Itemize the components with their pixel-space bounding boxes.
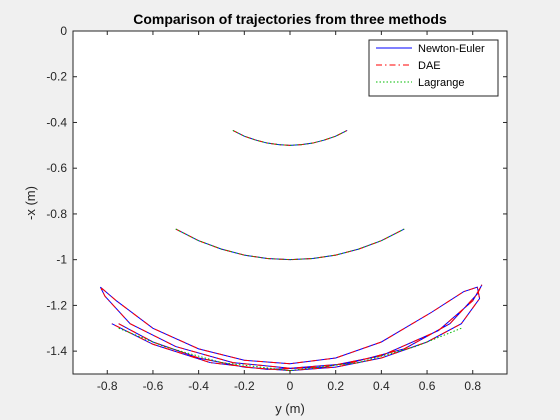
series-line-dae-2	[175, 228, 405, 261]
x-axis-label: y (m)	[275, 401, 305, 416]
y-tick-label: -1.4	[46, 344, 67, 358]
chart-title: Comparison of trajectories from three me…	[133, 11, 447, 27]
legend-box	[368, 39, 499, 97]
y-tick-label: -0.6	[46, 161, 67, 175]
x-tick-label: -0.6	[143, 379, 164, 393]
x-tick-label: 0.2	[327, 379, 344, 393]
series-line-lagrange-1	[232, 130, 348, 146]
series-line-dae-3	[99, 284, 483, 372]
x-tick-label: 0.8	[464, 379, 481, 393]
y-tick-label: -1.2	[46, 298, 67, 312]
y-tick-label: 0	[60, 24, 67, 38]
x-tick-label: -0.4	[188, 379, 209, 393]
series-line-lagrange-3	[118, 327, 462, 372]
legend: Newton-Euler DAE Lagrange	[368, 39, 499, 97]
legend-label-lagrange: Lagrange	[418, 77, 465, 89]
legend-label-newton-euler: Newton-Euler	[418, 43, 485, 55]
data-layer	[99, 130, 483, 372]
x-tick-label: 0.6	[419, 379, 436, 393]
x-tick-label: 0	[287, 379, 294, 393]
series-line-lagrange-2	[175, 228, 405, 261]
y-tick-label: -0.8	[46, 207, 67, 221]
legend-label-dae: DAE	[418, 60, 441, 72]
x-tick-label: -0.8	[97, 379, 118, 393]
x-tick-label: -0.2	[234, 379, 255, 393]
y-tick-label: -0.2	[46, 70, 67, 84]
y-axis-label: -x (m)	[23, 186, 38, 220]
y-tick-label: -0.4	[46, 115, 67, 129]
y-tick-label: -1	[56, 253, 67, 267]
x-tick-label: 0.4	[373, 379, 390, 393]
ticks-layer: -0.8 -0.6 -0.4 -0.2 0 0.2 0.4 0.6 0.8 0 -0.2 -0.4 -0…	[46, 24, 507, 393]
